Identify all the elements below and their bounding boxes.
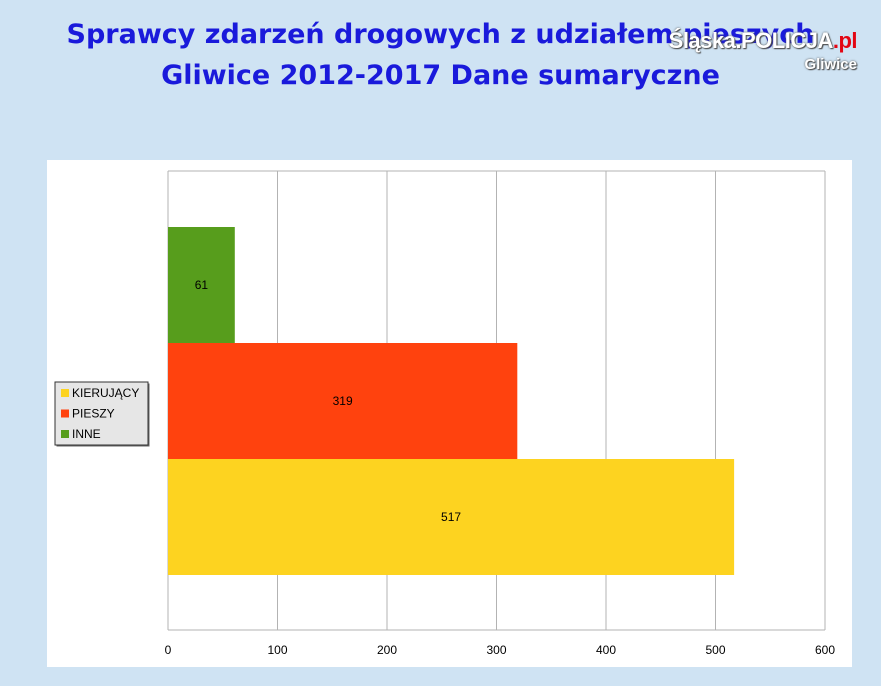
logo-city: Gliwice: [804, 56, 857, 73]
legend-label: INNE: [72, 427, 101, 441]
logo-brand-name: Śląska.POLICJA: [668, 28, 834, 53]
bar-kierujący: [168, 459, 735, 575]
logo-brand: Śląska.POLICJA.pl: [668, 28, 858, 54]
legend-label: KIERUJĄCY: [72, 386, 139, 400]
bar-pieszy: [168, 343, 518, 459]
legend-swatch: [61, 409, 69, 418]
x-tick-label: 0: [165, 643, 172, 657]
x-tick-label: 200: [377, 643, 397, 657]
x-tick-label: 300: [486, 643, 506, 657]
data-label: 319: [333, 394, 353, 408]
x-tick-label: 400: [596, 643, 616, 657]
title-line-1: Sprawcy zdarzeń drogowych z udziałem pie…: [66, 19, 815, 50]
data-label: 61: [195, 278, 209, 292]
legend-box: [54, 381, 149, 446]
police-logo: Śląska.POLICJA.pl Gliwice: [668, 28, 858, 73]
x-tick-label: 100: [267, 643, 287, 657]
x-tick-label: 500: [705, 643, 725, 657]
title-line-2: Gliwice 2012-2017 Dane sumaryczne: [161, 60, 720, 91]
chart-title: Sprawcy zdarzeń drogowych z udziałem pie…: [0, 14, 881, 96]
legend-swatch: [61, 389, 69, 397]
bar-inne: [168, 227, 235, 343]
data-label: 517: [441, 510, 461, 524]
legend-swatch: [61, 430, 69, 438]
legend-label: PIESZY: [72, 407, 115, 421]
logo-tld: .pl: [832, 28, 858, 53]
x-tick-label: 600: [815, 643, 835, 657]
